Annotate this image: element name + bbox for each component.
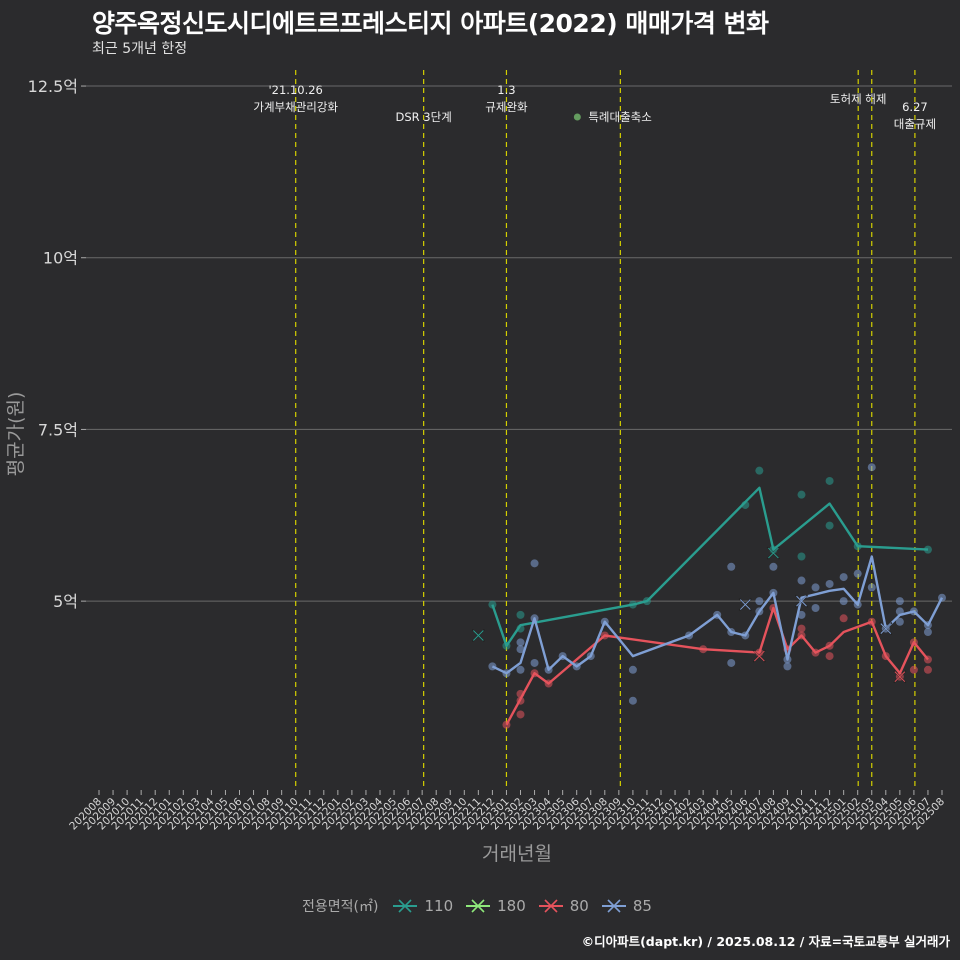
cross-stroke <box>768 547 779 559</box>
data-point <box>727 562 736 571</box>
legend-item-180[interactable]: 180 <box>465 896 526 916</box>
data-point <box>811 604 820 612</box>
legend-swatch-110 <box>393 899 418 913</box>
cross-stroke <box>472 630 484 641</box>
data-point <box>853 569 862 578</box>
legend-item-80[interactable]: 80 <box>538 896 589 916</box>
cross-marker <box>752 649 766 663</box>
data-point <box>839 573 848 582</box>
series-85 <box>488 463 946 705</box>
y-tick-label: 12.5억 <box>28 77 78 96</box>
cross-marker <box>794 594 809 608</box>
data-point <box>867 583 876 592</box>
legend-item-110[interactable]: 110 <box>392 896 453 916</box>
cross-marker <box>471 628 485 643</box>
legend-swatch-180 <box>466 899 491 913</box>
cross-stroke <box>739 599 751 610</box>
event-label: 특례대출축소 <box>588 110 651 124</box>
event-label: 규제완화 <box>485 100 528 114</box>
y-tick-label: 10억 <box>43 249 78 268</box>
data-point <box>769 562 778 571</box>
x-axis-title: 거래년월 <box>482 843 552 865</box>
series-80 <box>502 604 932 729</box>
series-line <box>491 555 944 675</box>
series-110 <box>471 466 932 650</box>
y-tick-label: 7.5억 <box>38 420 78 439</box>
data-point <box>895 597 904 606</box>
legend-label-180: 180 <box>497 897 526 915</box>
data-point <box>867 463 876 472</box>
legend: 전용면적(㎡) 110 180 80 85 <box>0 896 960 916</box>
event-marker <box>573 113 581 121</box>
legend-item-85[interactable]: 85 <box>601 896 652 916</box>
data-point <box>839 597 848 606</box>
legend-title: 전용면적(㎡) <box>302 899 379 915</box>
data-point <box>516 638 525 647</box>
footer-credit: ©디아파트(dapt.kr) / 2025.08.12 / 자료=국토교통부 실… <box>581 934 950 949</box>
data-point <box>628 665 637 674</box>
event-label: DSR 3단계 <box>396 110 452 124</box>
event-label: 대출규제 <box>894 117 936 131</box>
data-point <box>895 617 904 626</box>
y-tick-label: 5억 <box>53 592 78 611</box>
cross-marker <box>766 546 780 560</box>
data-point <box>530 559 539 568</box>
data-point <box>755 597 764 606</box>
data-point <box>839 614 848 623</box>
data-point <box>797 552 806 561</box>
data-point <box>516 665 525 674</box>
cross-marker <box>893 670 907 684</box>
legend-swatch-85 <box>601 899 626 913</box>
y-axis-title: 평균가(원) <box>5 392 27 477</box>
chart-title: 양주옥정신도시디에트르프레스티지 아파트(2022) 매매가격 변화 <box>92 9 769 38</box>
legend-label-85: 85 <box>632 897 652 915</box>
data-point <box>797 490 806 499</box>
data-point <box>797 610 806 619</box>
data-point <box>825 652 834 661</box>
series-line <box>491 486 929 647</box>
data-point <box>783 662 792 671</box>
legend-label-80: 80 <box>569 897 589 915</box>
data-point <box>516 710 525 719</box>
data-point <box>488 600 497 609</box>
data-point <box>825 579 834 588</box>
data-point <box>488 662 497 671</box>
cross-stroke <box>880 623 892 634</box>
data-point <box>797 624 806 633</box>
event-label: 1.3 <box>497 83 515 97</box>
data-point <box>516 645 525 654</box>
cross-marker <box>879 622 893 636</box>
data-point <box>516 610 525 619</box>
data-point <box>727 658 736 667</box>
data-point <box>755 466 764 475</box>
event-label: 가계부채관리강화 <box>253 100 338 114</box>
cross-stroke <box>753 650 765 662</box>
cross-stroke <box>796 595 807 607</box>
data-point <box>825 476 834 485</box>
data-point <box>923 628 932 637</box>
event-label: 토허제 해제 <box>830 92 887 106</box>
cross-marker <box>738 598 752 612</box>
data-point <box>909 665 918 674</box>
data-point <box>825 521 834 530</box>
event-label: '21.10.26 <box>269 83 323 97</box>
event-label: 6.27 <box>902 100 928 114</box>
data-point <box>628 696 637 705</box>
legend-label-110: 110 <box>424 897 454 915</box>
chart-subtitle: 최근 5개년 한정 <box>92 41 188 57</box>
data-point <box>530 658 539 667</box>
data-point <box>797 576 806 585</box>
legend-swatch-80 <box>538 899 563 913</box>
series-line <box>505 606 929 726</box>
data-point <box>938 593 946 602</box>
data-point <box>923 665 932 674</box>
cross-stroke <box>894 671 906 683</box>
data-point <box>811 583 820 592</box>
